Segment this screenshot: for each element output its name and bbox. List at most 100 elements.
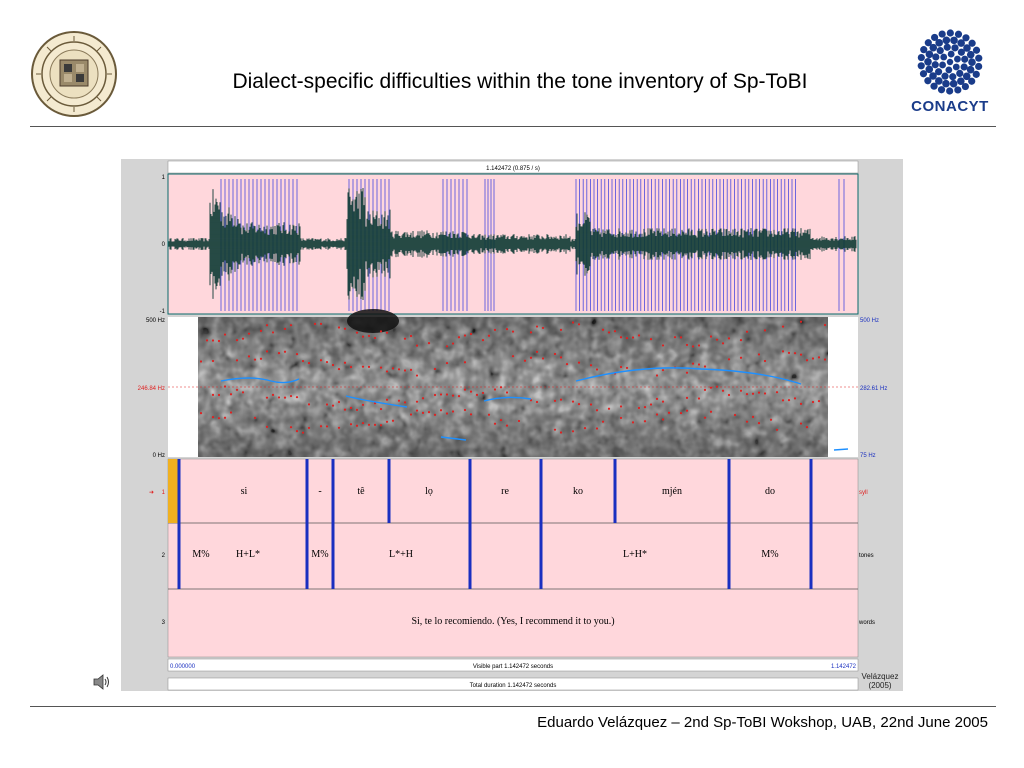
formant-point bbox=[715, 385, 719, 388]
logo-dot bbox=[957, 48, 965, 56]
formant-point bbox=[613, 330, 617, 333]
formant-point bbox=[445, 345, 449, 348]
formant-point bbox=[709, 410, 713, 413]
formant-point bbox=[421, 411, 425, 414]
selection-cursor[interactable] bbox=[168, 459, 179, 523]
formant-point bbox=[757, 422, 761, 425]
formant-point bbox=[457, 395, 461, 398]
formant-point bbox=[781, 325, 785, 328]
formant-point bbox=[217, 417, 221, 420]
formant-point bbox=[661, 418, 665, 421]
formant-point bbox=[259, 329, 263, 332]
logo-dot bbox=[966, 65, 975, 74]
tier-boundaries[interactable] bbox=[177, 459, 813, 589]
formant-point bbox=[787, 351, 791, 354]
formant-point bbox=[427, 411, 431, 414]
formant-point bbox=[637, 334, 641, 337]
formant-point bbox=[541, 326, 545, 330]
formant-point bbox=[679, 411, 683, 415]
tone-label[interactable]: L+H* bbox=[623, 549, 647, 560]
syll-label[interactable]: - bbox=[318, 486, 321, 497]
formant-point bbox=[685, 343, 689, 347]
syll-label[interactable]: si bbox=[241, 486, 248, 497]
formant-point bbox=[679, 336, 683, 339]
logo-dot bbox=[940, 53, 948, 61]
formant-point bbox=[379, 330, 383, 333]
formant-point bbox=[709, 335, 713, 338]
formant-point bbox=[451, 410, 455, 413]
tier1-arrow-icon: ➜ bbox=[149, 490, 154, 496]
logo-dot bbox=[972, 70, 980, 78]
formant-point bbox=[445, 412, 449, 415]
formant-point bbox=[685, 396, 689, 399]
formant-point bbox=[799, 320, 803, 323]
logo-dot bbox=[936, 47, 944, 55]
logo-dot bbox=[945, 66, 953, 74]
visible-part-button[interactable]: Visible part 1.142472 seconds bbox=[473, 664, 553, 670]
formant-point bbox=[505, 328, 509, 331]
waveform-trace bbox=[168, 188, 857, 300]
syll-label[interactable]: ko bbox=[573, 486, 583, 497]
formant-point bbox=[331, 363, 335, 367]
tone-label[interactable]: M% bbox=[761, 549, 778, 560]
formant-point bbox=[751, 415, 755, 418]
formant-point bbox=[793, 397, 797, 400]
logo-dot bbox=[975, 54, 983, 62]
formant-point bbox=[625, 337, 629, 340]
syll-label[interactable]: mjén bbox=[662, 486, 682, 497]
words-label[interactable]: Si, te lo recomiendo. (Yes, I recommend … bbox=[411, 616, 614, 627]
formant-point bbox=[211, 359, 215, 363]
tone-label[interactable]: M% bbox=[192, 549, 209, 560]
formant-point bbox=[277, 352, 281, 355]
logo-dot bbox=[939, 61, 946, 69]
page-title: Dialect-specific difficulties within the… bbox=[232, 70, 808, 93]
formant-point bbox=[235, 339, 239, 342]
formant-point bbox=[607, 331, 611, 334]
formant-point bbox=[241, 391, 245, 394]
speaker-icon[interactable] bbox=[92, 672, 112, 692]
logo-dot bbox=[954, 30, 963, 38]
footer-text: Eduardo Velázquez – 2nd Sp-ToBI Wokshop,… bbox=[537, 714, 988, 731]
formant-point bbox=[223, 385, 227, 388]
formant-point bbox=[295, 430, 299, 433]
formant-point bbox=[409, 413, 413, 416]
formant-point bbox=[619, 365, 623, 369]
syll-label[interactable]: lọ bbox=[425, 486, 433, 497]
logo-dot bbox=[932, 53, 940, 61]
formant-point bbox=[283, 350, 287, 353]
formant-point bbox=[559, 328, 563, 331]
formant-point bbox=[535, 325, 539, 328]
spec-right-mid: 282.61 Hz bbox=[860, 386, 887, 392]
tier3-number: 3 bbox=[162, 620, 166, 626]
formant-point bbox=[247, 355, 251, 358]
formant-point bbox=[325, 360, 329, 364]
logo-dot bbox=[957, 39, 965, 47]
tone-label[interactable]: L*+H bbox=[389, 549, 413, 560]
formant-point bbox=[343, 408, 347, 411]
praat-sound-editor[interactable]: 1.142472 (0.875 / s) 1 0 -1 bbox=[121, 159, 903, 691]
formant-point bbox=[595, 409, 599, 412]
formant-point bbox=[691, 345, 695, 348]
syll-label[interactable]: do bbox=[765, 486, 775, 497]
wave-axis-bottom: -1 bbox=[160, 309, 166, 315]
credit-year: (2005) bbox=[868, 681, 892, 690]
formant-point bbox=[805, 426, 809, 429]
formant-point bbox=[523, 359, 527, 362]
formant-point bbox=[397, 368, 401, 371]
tier1-name: syll bbox=[859, 490, 868, 496]
formant-point bbox=[295, 396, 299, 399]
formant-point bbox=[199, 412, 203, 415]
formant-point bbox=[391, 367, 395, 370]
logo-dot bbox=[962, 72, 971, 81]
syll-label[interactable]: tê bbox=[357, 486, 365, 497]
formant-point bbox=[595, 368, 599, 371]
tone-label[interactable]: M% bbox=[311, 549, 328, 560]
syll-label[interactable]: re bbox=[501, 486, 509, 497]
formant-point bbox=[727, 358, 731, 361]
formant-point bbox=[529, 356, 533, 359]
tone-label[interactable]: H+L* bbox=[236, 549, 260, 560]
formant-point bbox=[337, 400, 341, 404]
formant-point bbox=[667, 411, 671, 414]
formant-point bbox=[493, 328, 497, 331]
total-duration-button[interactable]: Total duration 1.142472 seconds bbox=[470, 683, 557, 689]
